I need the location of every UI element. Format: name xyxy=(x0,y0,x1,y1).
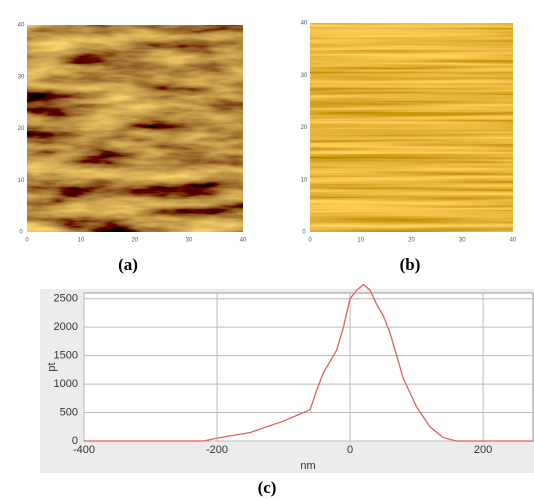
image-x-tick: 10 xyxy=(78,238,85,244)
image-y-tick: 40 xyxy=(301,21,308,27)
y-tick-label: 2500 xyxy=(54,293,78,305)
x-tick-label: 0 xyxy=(347,444,353,456)
image-x-tick: 20 xyxy=(408,238,415,244)
image-y-tick: 20 xyxy=(18,126,25,132)
x-tick-label: -200 xyxy=(206,444,228,456)
image-x-tick: 10 xyxy=(357,238,364,244)
image-x-tick: 0 xyxy=(308,238,312,244)
panel-label: (c) xyxy=(258,478,277,497)
data-line xyxy=(84,283,533,442)
y-tick-label: 0 xyxy=(72,435,78,447)
y-tick-label: 1500 xyxy=(54,350,78,362)
x-tick-label: -400 xyxy=(73,444,95,456)
image-y-tick: 20 xyxy=(301,125,308,131)
image-y-tick: 30 xyxy=(301,73,308,79)
plot-area xyxy=(83,292,534,442)
image-x-tick: 40 xyxy=(240,238,247,244)
afm-topography-texture xyxy=(27,25,243,232)
image-x-tick: 20 xyxy=(132,238,139,244)
image-y-tick: 30 xyxy=(18,74,25,80)
y-tick-label: 1000 xyxy=(54,378,78,390)
y-axis-label: pt xyxy=(46,362,58,371)
x-tick-label: 200 xyxy=(474,444,492,456)
image-x-tick: 40 xyxy=(510,238,517,244)
image-y-tick: 0 xyxy=(302,230,306,236)
image-y-tick: 10 xyxy=(18,178,25,184)
y-tick-label: 2000 xyxy=(54,321,78,333)
y-tick-label: 500 xyxy=(60,406,78,418)
image-x-tick: 30 xyxy=(186,238,193,244)
image-y-tick: 10 xyxy=(301,177,308,183)
panel-label: (a) xyxy=(118,255,138,274)
panel-label: (b) xyxy=(400,255,421,274)
afm-error-signal-texture xyxy=(310,23,513,232)
image-y-tick: 40 xyxy=(18,23,25,29)
image-x-tick: 30 xyxy=(459,238,466,244)
image-y-tick: 0 xyxy=(19,230,23,236)
image-x-tick: 0 xyxy=(25,238,29,244)
x-axis-label: nm xyxy=(300,460,315,472)
